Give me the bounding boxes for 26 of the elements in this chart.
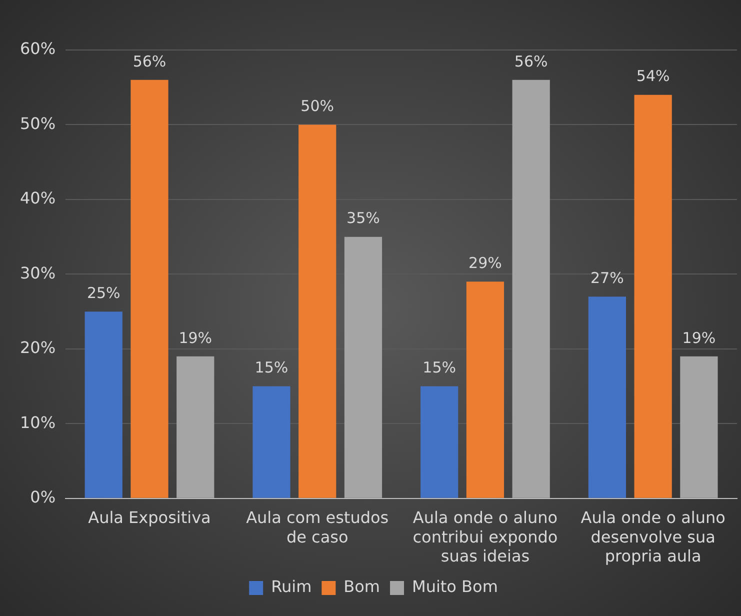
x-tick-label: Aula onde o aluno contribui expondo suas ideias (412, 508, 558, 566)
y-tick-label: 50% (20, 114, 56, 133)
data-label: 56% (514, 52, 548, 70)
y-tick-label: 0% (30, 488, 56, 507)
x-tick-label: Aula Expositiva (88, 508, 211, 528)
y-tick-label: 60% (20, 39, 56, 58)
data-label: 15% (422, 358, 456, 377)
data-label: 15% (254, 358, 288, 377)
x-tick-label: Aula onde o aluno desenvolve sua propria aula (580, 508, 726, 566)
data-label: 50% (300, 97, 334, 116)
data-label: 29% (468, 254, 502, 272)
legend-label: Muito Bom (412, 577, 498, 596)
y-tick-label: 20% (20, 338, 56, 358)
x-tick-label: Aula com estudos de caso (246, 508, 389, 546)
data-label: 19% (682, 328, 716, 347)
legend-label: Ruim (271, 577, 312, 596)
y-tick-label: 40% (20, 188, 56, 208)
y-tick-label: 10% (20, 412, 56, 432)
data-label: 25% (86, 284, 120, 302)
data-label: 54% (636, 67, 670, 86)
y-tick-label: 30% (20, 263, 56, 282)
legend-label: Bom (344, 577, 380, 596)
data-label: 35% (346, 209, 380, 228)
data-label: 19% (178, 328, 212, 347)
data-label: 27% (590, 269, 624, 288)
data-label: 56% (132, 52, 166, 70)
